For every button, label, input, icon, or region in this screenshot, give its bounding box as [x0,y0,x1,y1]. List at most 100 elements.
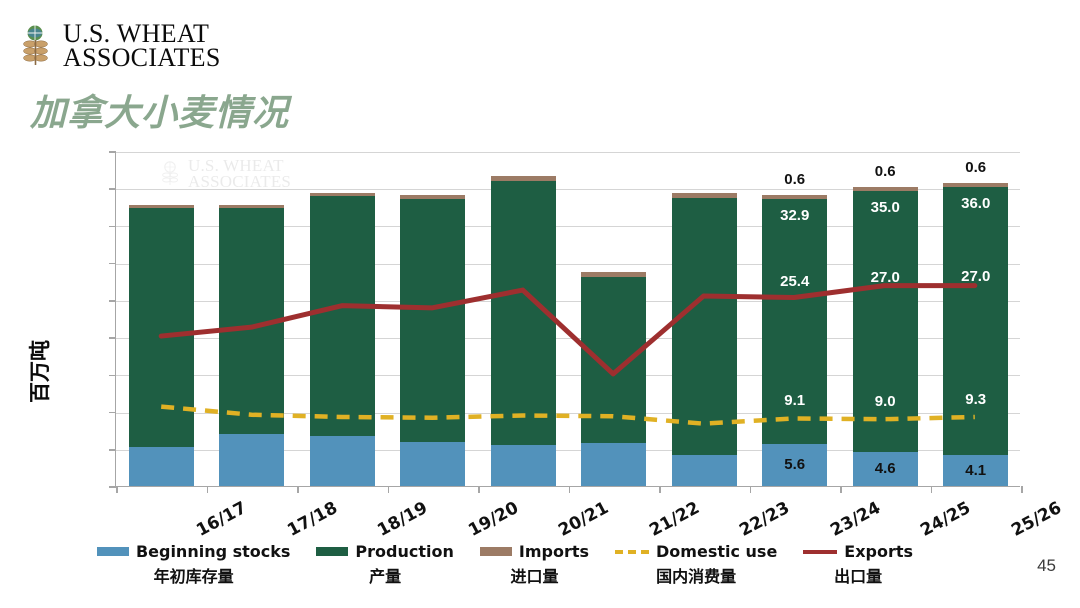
bar-segment[interactable] [762,444,828,486]
bar-value-label: 35.0 [870,199,900,217]
legend-item[interactable]: Domestic use 国内消费量 [615,542,777,587]
bar-segment[interactable] [581,271,647,277]
page-number: 45 [1037,556,1056,575]
bar-segment[interactable] [671,455,737,486]
legend-solid-line-icon [803,549,838,554]
bar-segment[interactable] [671,193,737,198]
bar-value-label: 32.9 [780,207,810,225]
bar-group[interactable]: 5.6 32.9 0.6 25.4 9.1 [762,151,828,486]
bar-segment[interactable] [490,176,556,181]
legend-row: Imports [479,542,590,561]
legend-label-zh: 国内消费量 [656,567,737,586]
bar-segment[interactable] [128,208,194,448]
x-axis-tick-mark [749,486,751,493]
x-axis-tick-mark [568,486,570,493]
y-axis-tick-mark [109,151,116,153]
bar-group[interactable]: 4.6 35.0 0.6 27.0 9.0 [852,151,918,486]
bar-segment[interactable] [762,194,828,200]
bar-segment[interactable] [490,445,556,486]
x-axis-tick-mark [930,486,932,493]
bar-group[interactable] [128,151,194,486]
bar-segment[interactable] [581,442,647,486]
x-axis-tick-label: 25/26 [1008,498,1065,541]
bar-segment[interactable] [400,198,466,443]
bar-series-layer: 5.6 32.9 0.6 25.4 9.1 4.6 35.0 0.6 27.0 9.0 4.1 36.… [116,152,1020,486]
x-axis-tick-label: 22/23 [736,498,794,541]
x-axis-tick-label: 19/20 [465,498,522,541]
bar-group[interactable] [671,151,737,486]
bar-segment[interactable] [581,276,647,443]
domestic-use-value-label: 9.3 [965,390,987,408]
bar-group[interactable] [581,151,647,486]
bar-segment[interactable] [943,187,1009,456]
legend-label-en: Imports [518,542,590,561]
bar-group[interactable] [219,151,285,486]
logo-line-1: U.S. WHEAT [63,19,210,48]
legend-swatch-icon [96,547,129,556]
bar-segment[interactable] [400,194,466,199]
chart-area: 百万吨 U.S. WHEAT ASSOCIATES [0,138,1080,548]
x-axis-tick-mark [478,486,480,493]
legend-item[interactable]: Imports 进口量 [479,542,590,587]
x-axis-tick-mark [840,486,842,493]
bar-segment[interactable] [943,455,1009,486]
x-axis-tick-label: 18/19 [374,498,432,541]
legend-label-en: Exports [844,542,914,561]
legend-dashed-line-icon [615,549,650,554]
y-axis-tick-mark [109,337,116,339]
bar-segment[interactable] [400,442,466,486]
bar-segment[interactable] [309,436,375,486]
bar-value-label: 0.6 [784,170,806,188]
bar-group[interactable] [490,151,556,486]
bar-segment[interactable] [309,193,375,197]
bar-segment[interactable] [128,205,194,209]
bar-value-label: 4.1 [965,461,987,479]
bar-segment[interactable] [309,196,375,437]
bar-group[interactable]: 4.1 36.0 0.6 27.0 9.3 [943,151,1009,486]
bar-segment[interactable] [219,208,285,434]
chart-legend: Beginning stocks 年初库存量 Production 产量 Imports… [0,542,1010,587]
exports-value-label: 27.0 [961,267,991,285]
x-axis-tick-label: 20/21 [555,498,613,541]
bar-segment[interactable] [852,186,918,192]
legend-label-zh: 年初库存量 [153,567,234,586]
legend-row: Production [316,542,454,561]
bar-segment[interactable] [671,197,737,456]
legend-label-en: Beginning stocks [135,542,291,561]
gridline [116,226,1020,228]
logo-line-2: ASSOCIATES [63,42,221,72]
legend-label-en: Domestic use [656,542,778,561]
bar-value-label: 4.6 [874,459,896,477]
bar-segment[interactable] [852,191,918,452]
bar-group[interactable] [309,151,375,486]
legend-item[interactable]: Beginning stocks 年初库存量 [96,542,291,587]
legend-item[interactable]: Exports 出口量 [803,542,913,587]
x-axis-tick-mark [1021,486,1023,493]
legend-label-zh: 进口量 [510,567,559,586]
x-axis-tick-label: 16/17 [193,498,251,541]
bar-segment[interactable] [852,451,918,486]
y-axis-tick-mark [109,374,116,377]
x-axis-tick-mark [659,486,661,493]
y-axis-tick-mark [109,300,116,302]
bar-segment[interactable] [128,447,194,486]
bar-group[interactable] [400,151,466,486]
bar-segment[interactable] [490,180,556,446]
y-axis-tick-mark [109,262,116,265]
bar-segment[interactable] [219,205,285,209]
bar-segment[interactable] [943,183,1009,188]
exports-value-label: 25.4 [780,272,810,290]
legend-label-zh: 产量 [369,567,402,586]
bar-segment[interactable] [219,433,285,486]
legend-item[interactable]: Production 产量 [316,542,454,587]
x-axis-tick-mark [387,486,389,493]
legend-row: Beginning stocks [96,542,291,561]
domestic-use-value-label: 9.0 [874,393,896,410]
domestic-use-value-label: 9.1 [784,392,806,410]
y-axis-tick-mark [109,411,116,414]
x-axis-tick-mark [297,486,299,493]
bar-value-label: 0.6 [965,159,987,176]
wheat-globe-icon [22,24,56,68]
exports-value-label: 27.0 [870,269,900,287]
